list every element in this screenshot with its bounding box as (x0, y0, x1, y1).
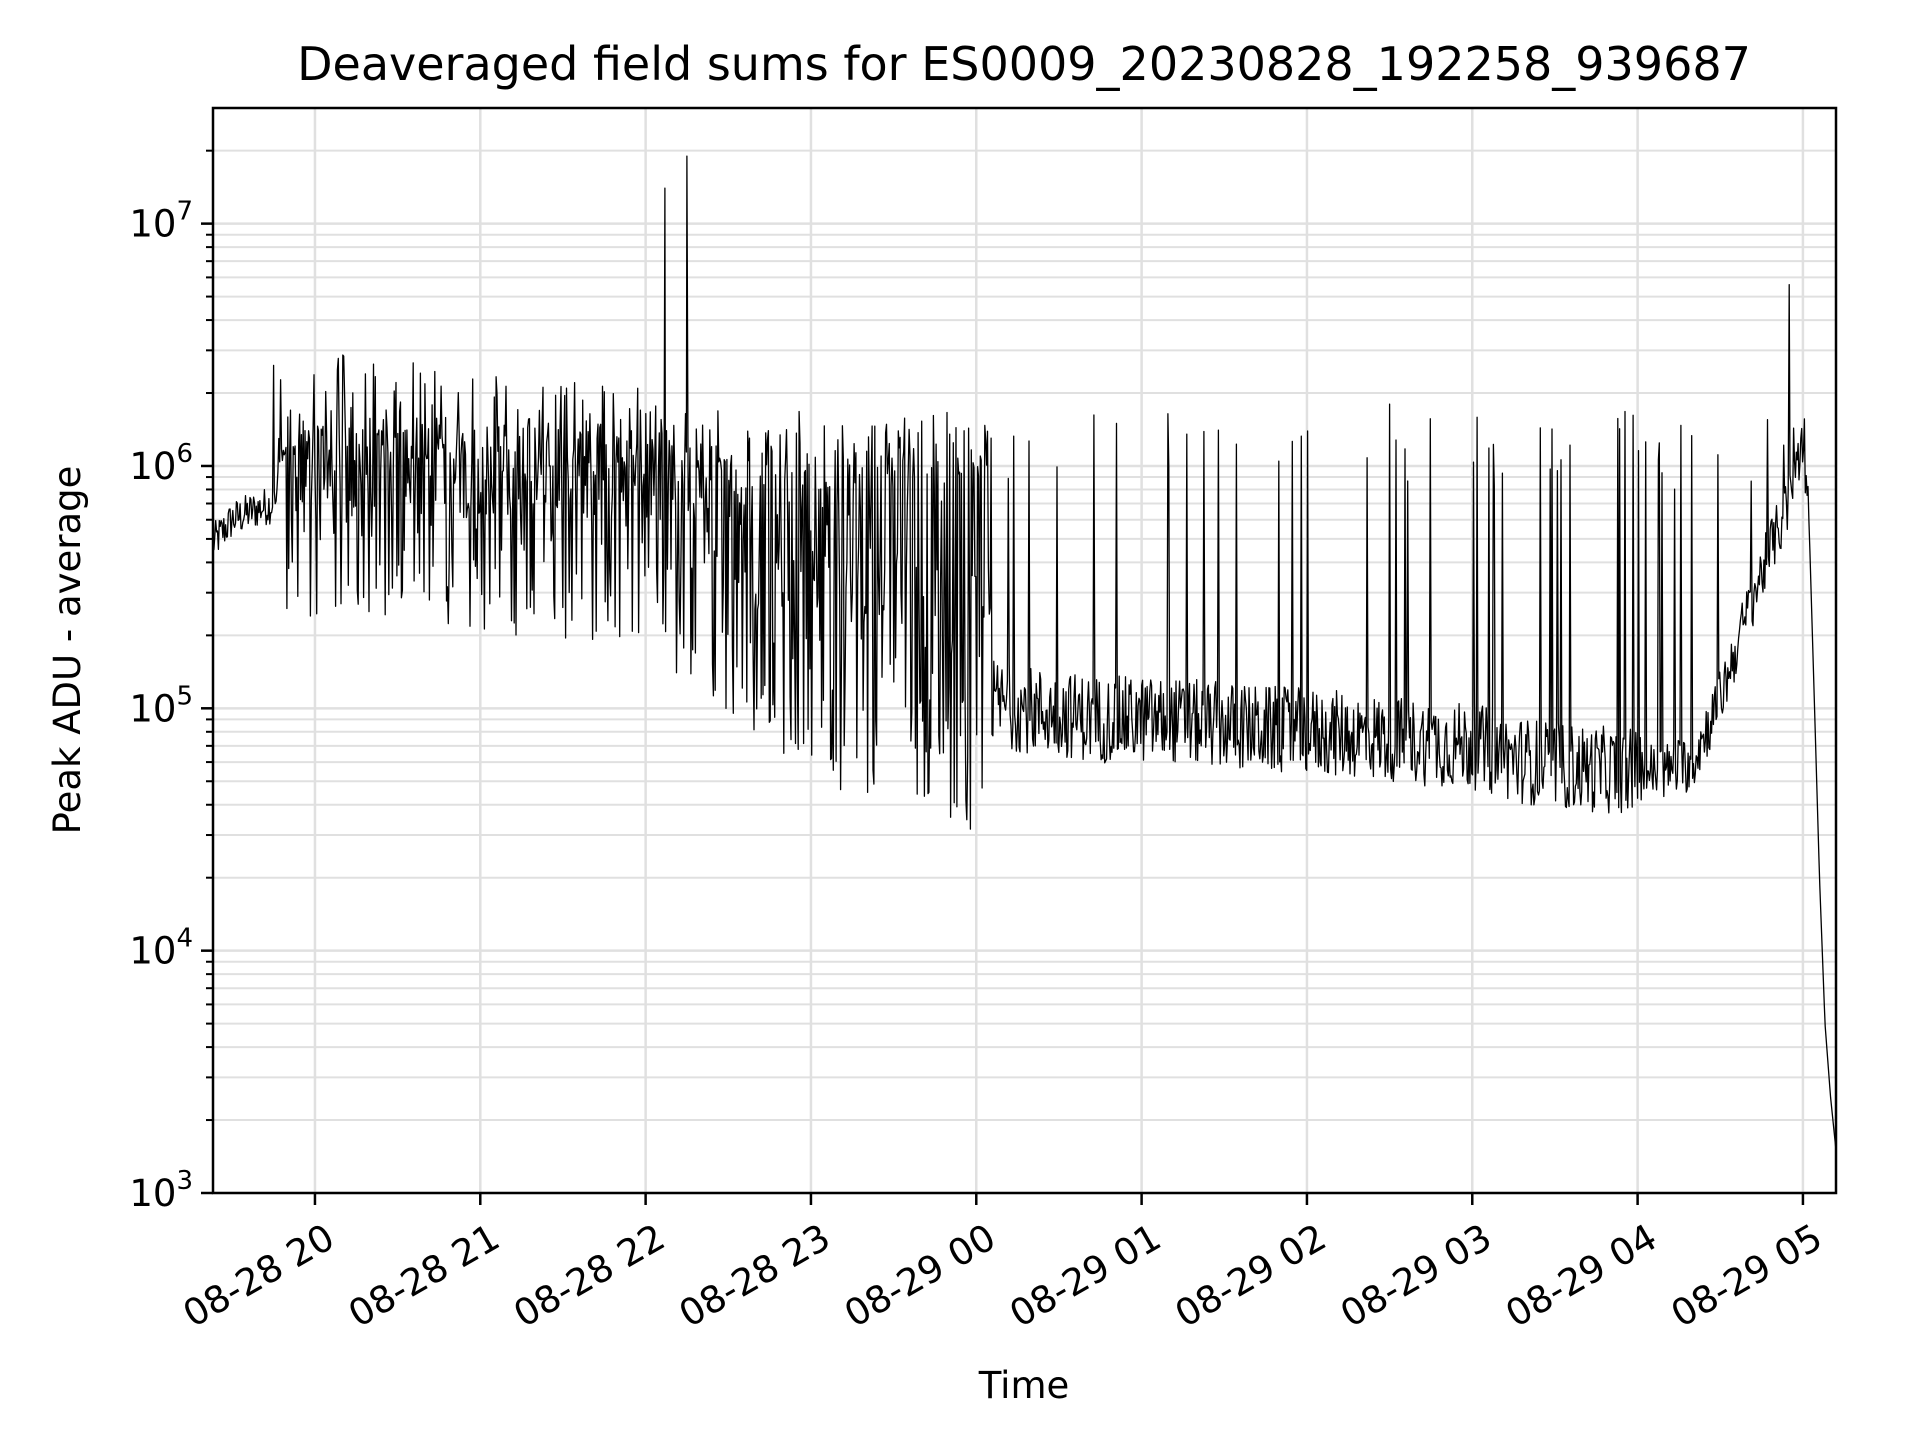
plot-frame (211, 106, 1838, 1195)
y-tick-label: 107 (129, 197, 193, 246)
x-axis-label: Time (978, 1364, 1070, 1407)
y-tick-label: 106 (129, 439, 193, 488)
series-line (212, 155, 1837, 1151)
y-axis-label: Peak ADU - average (46, 466, 89, 835)
y-tick-label: 105 (129, 681, 193, 730)
y-axis: 103 104 105 106 107 (129, 149, 213, 1215)
y-tick-label: 104 (129, 924, 193, 973)
chart-title: Deaveraged field sums for ES0009_2023082… (297, 37, 1751, 91)
y-tick-label: 103 (129, 1166, 193, 1215)
data-series (212, 155, 1837, 1151)
